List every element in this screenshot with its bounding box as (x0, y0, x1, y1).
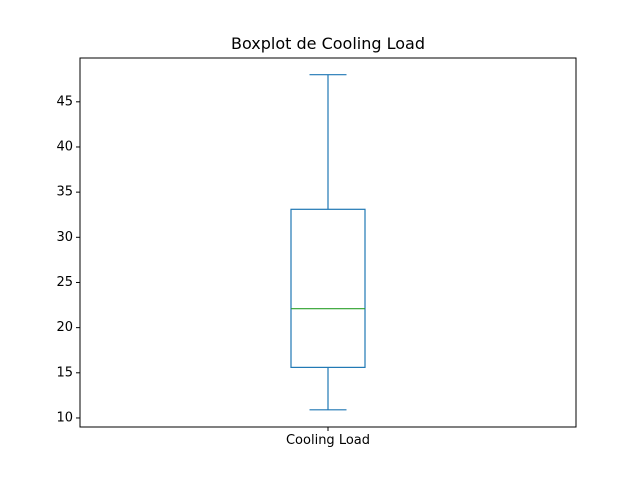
y-tick-label: 10 (56, 410, 73, 425)
x-axis: Cooling Load (286, 427, 370, 448)
y-tick-label: 15 (56, 365, 73, 380)
y-tick-label: 25 (56, 275, 73, 290)
y-tick-label: 30 (56, 230, 73, 245)
chart-title: Boxplot de Cooling Load (231, 34, 425, 53)
y-tick-label: 45 (56, 94, 73, 109)
interquartile-box (290, 208, 366, 368)
y-axis: 10 15 20 25 30 35 40 45 (56, 94, 80, 425)
y-tick-label: 35 (56, 185, 73, 200)
box-series (290, 74, 366, 411)
x-tick-label: Cooling Load (286, 433, 370, 448)
y-tick-label: 40 (56, 139, 73, 154)
y-tick-label: 20 (56, 320, 73, 335)
